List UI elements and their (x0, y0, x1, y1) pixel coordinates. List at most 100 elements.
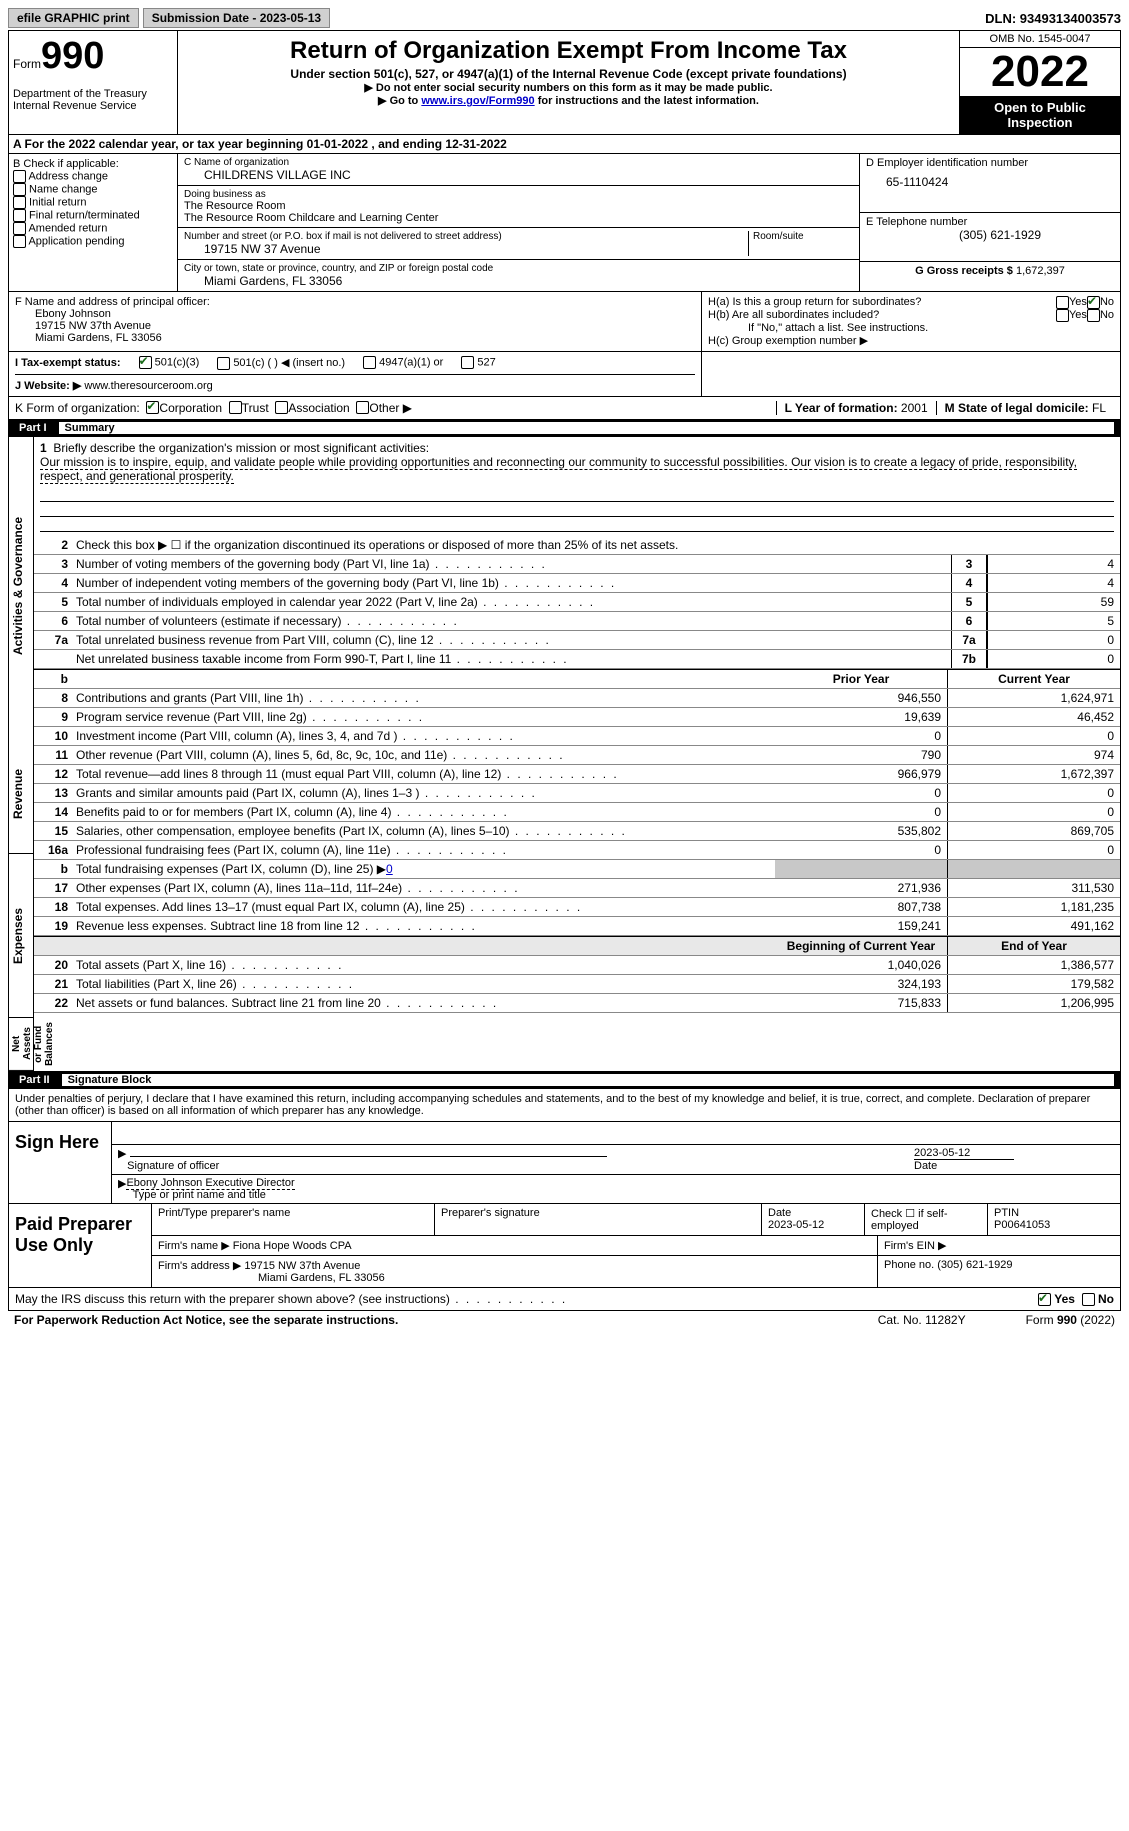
col-header-row: b Prior Year Current Year (34, 669, 1120, 689)
hc-label: H(c) Group exemption number ▶ (708, 334, 1114, 347)
hb-yes-checkbox[interactable] (1056, 309, 1069, 322)
side-revenue: Revenue (9, 735, 34, 854)
table-row: 17Other expenses (Part IX, column (A), l… (34, 879, 1120, 898)
table-row: 10Investment income (Part VIII, column (… (34, 727, 1120, 746)
col-h-group: H(a) Is this a group return for subordin… (702, 292, 1120, 351)
hb-no-checkbox[interactable] (1087, 309, 1100, 322)
part2-title: Signature Block (62, 1074, 1114, 1086)
hb-yes: Yes (1069, 309, 1087, 322)
501c3-label: 501(c)(3) (155, 357, 200, 369)
period-mid: , and ending (368, 137, 445, 151)
501c-label: 501(c) ( ) ◀ (insert no.) (233, 357, 345, 369)
irs-link[interactable]: www.irs.gov/Form990 (421, 95, 534, 107)
form-header: Form990 Department of the Treasury Inter… (8, 30, 1121, 135)
table-row: 22Net assets or fund balances. Subtract … (34, 994, 1120, 1013)
gross-label: G Gross receipts $ (915, 265, 1016, 277)
street-address: 19715 NW 37 Avenue (184, 242, 748, 256)
line16b-val: 0 (386, 862, 393, 876)
colb-checkbox[interactable] (13, 183, 26, 196)
net-header-row: Beginning of Current Year End of Year (34, 936, 1120, 956)
table-row: 14Benefits paid to or for members (Part … (34, 803, 1120, 822)
table-row: 19Revenue less expenses. Subtract line 1… (34, 917, 1120, 936)
prep-phone-label: Phone no. (884, 1259, 937, 1271)
assoc-label: Association (288, 401, 349, 415)
501c3-checkbox[interactable] (139, 356, 152, 369)
cat-no: Cat. No. 11282Y (878, 1313, 966, 1327)
line2-text: Check this box ▶ ☐ if the organization d… (72, 536, 1120, 554)
sign-here-section: Sign Here ▶ Signature of officer 2023-05… (8, 1122, 1121, 1204)
goto-post: for instructions and the latest informat… (535, 95, 759, 107)
prior-year-header: Prior Year (775, 670, 948, 688)
501c-checkbox[interactable] (217, 357, 230, 370)
table-row: 11Other revenue (Part VIII, column (A), … (34, 746, 1120, 765)
city-state-zip: Miami Gardens, FL 33056 (184, 274, 853, 288)
self-employed-check[interactable]: Check ☐ if self-employed (865, 1204, 988, 1235)
colb-checkbox[interactable] (13, 170, 26, 183)
dba-2: The Resource Room Childcare and Learning… (184, 212, 853, 224)
form-org-label: K Form of organization: (15, 401, 140, 415)
mission-num: 1 (40, 441, 47, 455)
officer-name: Ebony Johnson (35, 308, 695, 320)
dba-1: The Resource Room (184, 200, 853, 212)
phone-label: E Telephone number (866, 216, 1114, 228)
assoc-checkbox[interactable] (275, 401, 288, 414)
other-label: Other ▶ (369, 401, 412, 415)
line16b-num: b (34, 860, 72, 878)
part2-header: Part II Signature Block (8, 1072, 1121, 1089)
4947-checkbox[interactable] (363, 356, 376, 369)
trust-checkbox[interactable] (229, 401, 242, 414)
table-row: 9Program service revenue (Part VIII, lin… (34, 708, 1120, 727)
sig-officer-label: Signature of officer (127, 1160, 219, 1172)
colb-checkbox[interactable] (13, 222, 26, 235)
form-number: 990 (41, 35, 104, 77)
discuss-yes-checkbox[interactable] (1038, 1293, 1051, 1306)
paid-preparer-section: Paid Preparer Use Only Print/Type prepar… (8, 1204, 1121, 1288)
penalty-text: Under penalties of perjury, I declare th… (8, 1089, 1121, 1122)
goto-pre: ▶ Go to (378, 95, 421, 107)
prep-phone-val: (305) 621-1929 (937, 1259, 1012, 1271)
table-row: 5Total number of individuals employed in… (34, 593, 1120, 612)
officer-addr2: Miami Gardens, FL 33056 (35, 332, 695, 344)
table-row: 8Contributions and grants (Part VIII, li… (34, 689, 1120, 708)
discuss-no-checkbox[interactable] (1082, 1293, 1095, 1306)
city-label: City or town, state or province, country… (184, 263, 853, 274)
table-row: 13Grants and similar amounts paid (Part … (34, 784, 1120, 803)
org-name: CHILDRENS VILLAGE INC (184, 168, 853, 182)
mission-row: 1 Briefly describe the organization's mi… (34, 437, 1120, 536)
discuss-text: May the IRS discuss this return with the… (15, 1292, 567, 1306)
table-row: 21Total liabilities (Part X, line 26)324… (34, 975, 1120, 994)
sig-name-label: Type or print name and title (133, 1189, 266, 1201)
part1-num: Part I (15, 422, 59, 434)
end-year-header: End of Year (948, 937, 1120, 955)
line2-num: 2 (34, 536, 72, 554)
table-row: 7aTotal unrelated business revenue from … (34, 631, 1120, 650)
period-end: 12-31-2022 (445, 137, 506, 151)
colb-checkbox[interactable] (13, 209, 26, 222)
side-activities: Activities & Governance (9, 437, 34, 735)
ha-label: H(a) Is this a group return for subordin… (708, 296, 1056, 309)
ha-yes: Yes (1069, 296, 1087, 309)
ha-no-checkbox[interactable] (1087, 296, 1100, 309)
officer-addr1: 19715 NW 37th Avenue (35, 320, 695, 332)
sig-date-value: 2023-05-12 (914, 1147, 970, 1159)
col-b-header: B Check if applicable: (13, 158, 173, 170)
org-name-label: C Name of organization (184, 157, 853, 168)
form-footer: Form 990 (2022) (1026, 1313, 1115, 1327)
hb-label: H(b) Are all subordinates included? (708, 309, 1056, 322)
col-b-checkboxes: B Check if applicable: Address change Na… (9, 154, 178, 291)
ha-yes-checkbox[interactable] (1056, 296, 1069, 309)
corp-label: Corporation (159, 401, 222, 415)
efile-button[interactable]: efile GRAPHIC print (8, 8, 139, 28)
prep-date-val: 2023-05-12 (768, 1219, 824, 1231)
colb-checkbox[interactable] (13, 196, 26, 209)
omb-number: OMB No. 1545-0047 (960, 31, 1120, 48)
corp-checkbox[interactable] (146, 401, 159, 414)
room-label: Room/suite (753, 231, 853, 242)
527-checkbox[interactable] (461, 356, 474, 369)
other-checkbox[interactable] (356, 401, 369, 414)
line16b-desc: Total fundraising expenses (Part IX, col… (76, 862, 386, 876)
colb-checkbox[interactable] (13, 235, 26, 248)
table-row: 16aProfessional fundraising fees (Part I… (34, 841, 1120, 860)
section-bcde: B Check if applicable: Address change Na… (8, 154, 1121, 292)
tax-status-label: I Tax-exempt status: (15, 357, 121, 369)
